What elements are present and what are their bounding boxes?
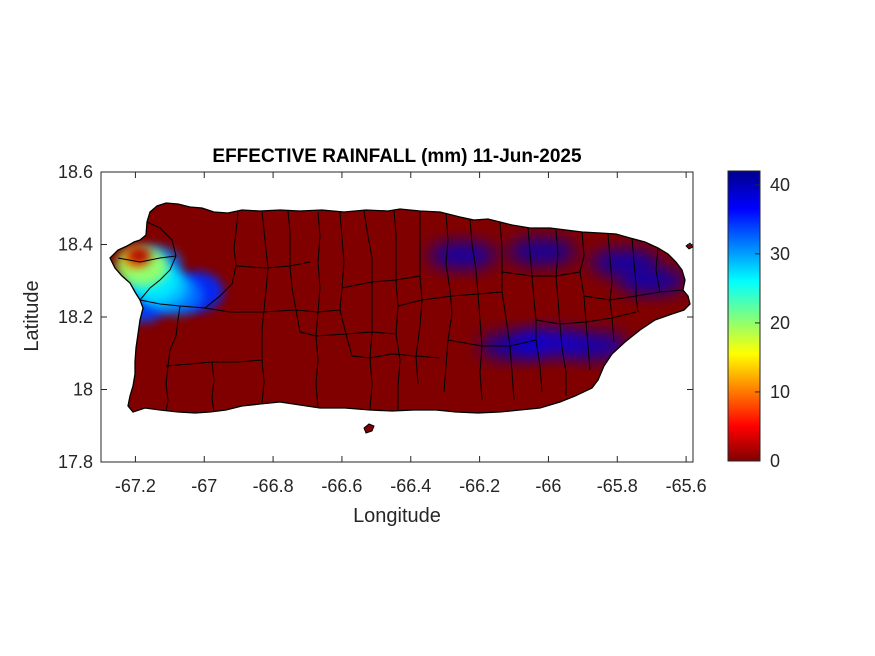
colorbar-tick-label: 0 xyxy=(770,451,780,471)
y-tick-label: 18.2 xyxy=(58,307,93,327)
municipality-border xyxy=(631,237,639,313)
colorbar-tick-label: 40 xyxy=(770,175,790,195)
y-tick-label: 17.8 xyxy=(58,452,93,472)
municipality-border xyxy=(447,339,537,347)
municipality-border xyxy=(499,221,515,401)
colorbar-gradient xyxy=(727,170,761,462)
island-layer xyxy=(109,202,694,434)
x-axis-label: Longitude xyxy=(353,505,441,527)
municipality-border xyxy=(443,212,453,393)
municipality-border xyxy=(261,211,269,405)
x-tick-label: -66 xyxy=(535,476,561,496)
island-outline xyxy=(109,202,691,414)
rainfall-overlay xyxy=(116,238,686,359)
vieques-outline xyxy=(363,423,375,434)
municipality-border xyxy=(555,229,567,396)
municipality-border xyxy=(655,247,661,293)
x-tick-label: -65.8 xyxy=(597,476,638,496)
colorbar-tick-label: 20 xyxy=(770,313,790,333)
x-tick-label: -66.4 xyxy=(390,476,431,496)
municipality-borders xyxy=(117,210,684,413)
chart-title: EFFECTIVE RAINFALL (mm) 11-Jun-2025 xyxy=(212,146,582,167)
rainfall-cell xyxy=(514,329,583,356)
municipality-border xyxy=(230,309,341,313)
x-tick-label: -67.2 xyxy=(115,476,156,496)
y-axis-ticks: 17.8 18 18.2 18.4 18.6 xyxy=(58,162,693,472)
municipality-border xyxy=(351,353,441,359)
municipality-border xyxy=(211,361,215,413)
municipality-border xyxy=(469,218,483,401)
x-axis-ticks: -67.2 -67 -66.8 -66.6 -66.4 -66.2 -66 -65.8 -65.… xyxy=(115,172,707,496)
y-tick-label: 18.4 xyxy=(58,235,93,255)
municipality-border xyxy=(165,305,181,413)
y-tick-label: 18 xyxy=(73,380,93,400)
colorbar-tick-label: 30 xyxy=(770,244,790,264)
map-axes: -67.2 -67 -66.8 -66.6 -66.4 -66.2 -66 -65.8 -65.… xyxy=(58,162,707,496)
colorbar: 0 10 20 30 40 xyxy=(727,170,790,471)
colorbar-ticks: 0 10 20 30 40 xyxy=(755,175,790,471)
rainfall-cell xyxy=(126,246,151,265)
municipality-border xyxy=(363,210,373,411)
municipality-border xyxy=(341,275,421,289)
x-tick-label: -67 xyxy=(191,476,217,496)
municipality-border xyxy=(607,233,615,343)
y-tick-label: 18.6 xyxy=(58,162,93,182)
x-tick-label: -65.6 xyxy=(666,476,707,496)
rainfall-cell xyxy=(507,238,576,265)
municipality-border xyxy=(315,211,321,409)
x-tick-label: -66.2 xyxy=(459,476,500,496)
x-tick-label: -66.8 xyxy=(253,476,294,496)
colorbar-tick-label: 10 xyxy=(770,382,790,402)
municipality-border xyxy=(501,271,581,277)
y-axis-label: Latitude xyxy=(21,280,43,351)
municipality-border xyxy=(139,221,177,301)
municipality-border xyxy=(299,331,397,337)
rainfall-cell xyxy=(617,267,686,294)
x-tick-label: -66.6 xyxy=(321,476,362,496)
municipality-border xyxy=(235,261,311,269)
rainfall-cell xyxy=(428,242,497,269)
municipality-border xyxy=(527,227,543,393)
municipality-border xyxy=(117,255,177,263)
municipality-border xyxy=(397,291,503,307)
